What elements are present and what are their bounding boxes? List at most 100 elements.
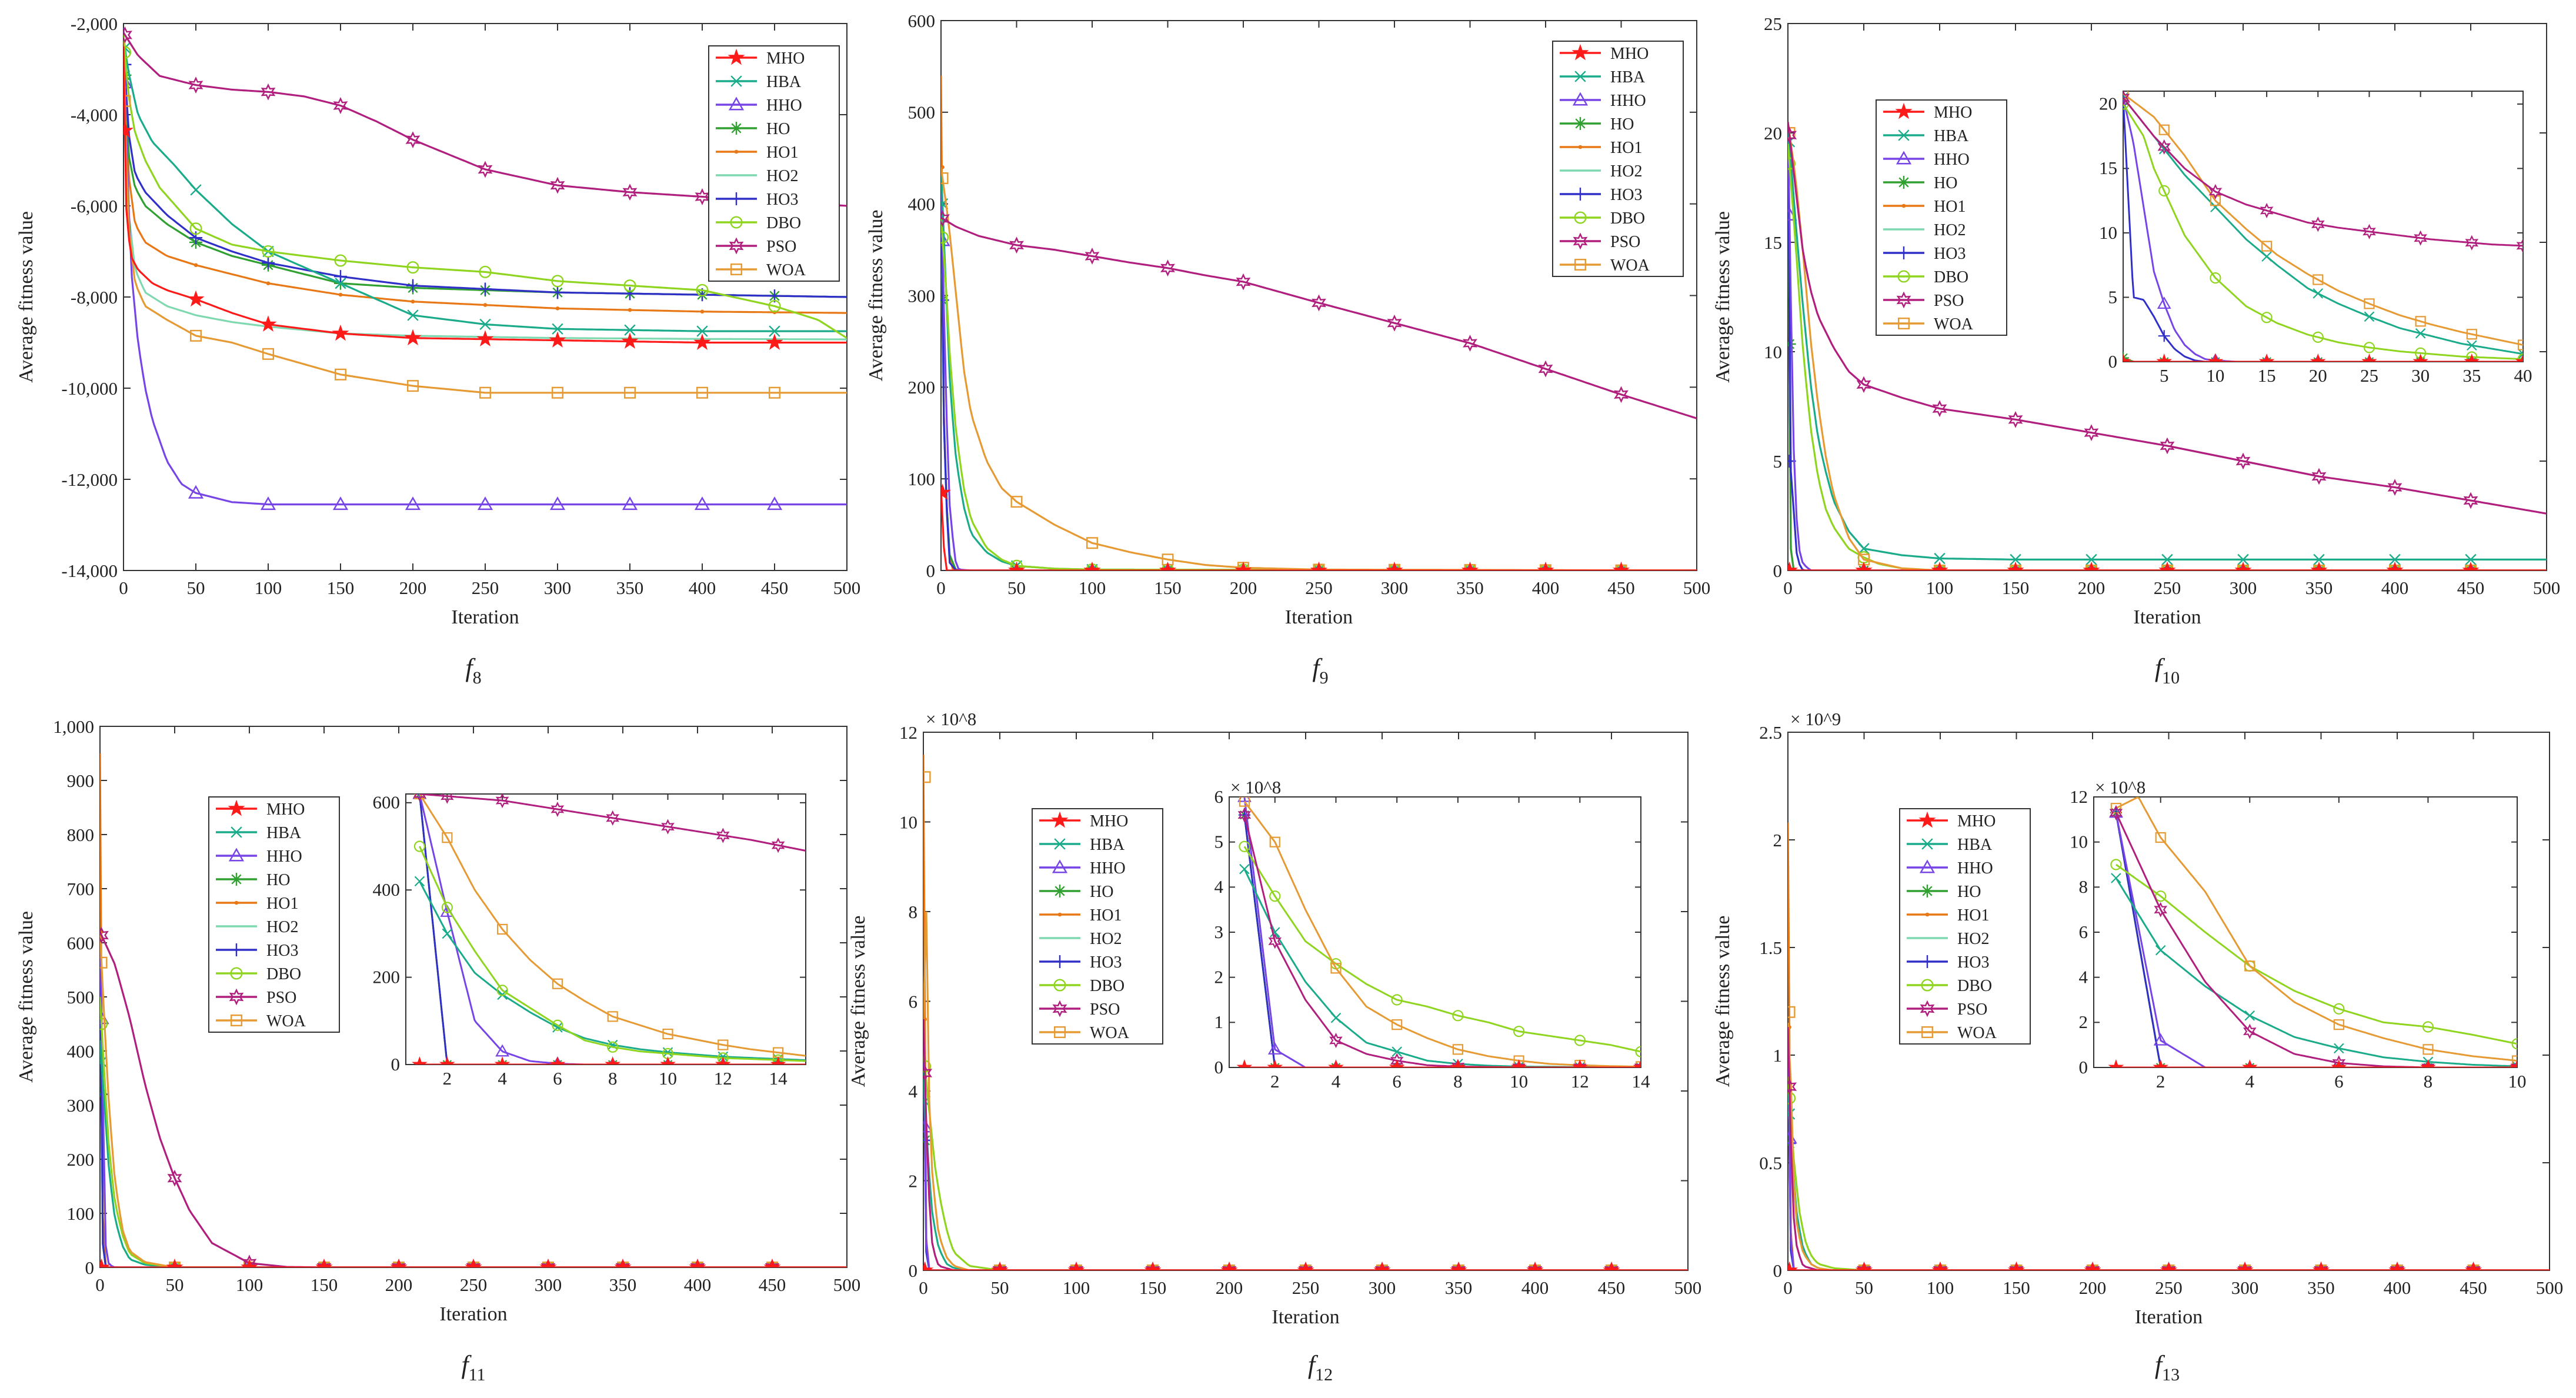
data-point: [442, 928, 453, 939]
data-point: [1452, 1010, 1464, 1022]
marker-shape: [2083, 561, 2100, 570]
series-mho: [412, 1056, 806, 1065]
marker-shape: [1898, 129, 1910, 141]
data-point: [1614, 386, 1629, 403]
legend-marker: [1921, 979, 1934, 992]
x-tick-label: 150: [2002, 578, 2030, 598]
marker-shape: [405, 131, 421, 149]
legend-label: WOA: [1610, 256, 1650, 275]
series-mho: [1788, 1261, 2550, 1270]
x-tick-label: 150: [2003, 1277, 2030, 1298]
y-tick-label: 6: [909, 991, 918, 1012]
marker-shape: [606, 810, 619, 826]
marker-shape: [730, 216, 743, 229]
data-point: [550, 801, 565, 818]
data-point: [1009, 236, 1024, 254]
marker-shape: [230, 873, 243, 886]
marker-shape: [1234, 561, 1252, 570]
chart-panel-4: 0 50 100 150 200 250 300 350 400 450 5000100200300…: [15, 716, 860, 1384]
legend-label: HO3: [266, 942, 298, 960]
series-line-pso: [1243, 815, 1641, 1067]
legend-label: HBA: [1934, 127, 1969, 145]
legend-entry-hho: HHO: [1907, 859, 1993, 877]
marker-shape: [2466, 1262, 2481, 1270]
legend-marker: [1054, 838, 1066, 850]
data-point: [2390, 1262, 2405, 1270]
series-line-woa: [1788, 122, 2547, 570]
series-line-pso: [419, 794, 806, 852]
data-point: [2123, 91, 2129, 99]
marker-shape: [479, 282, 492, 296]
marker-shape: [1236, 1059, 1253, 1067]
data-point: [539, 1258, 557, 1267]
data-point: [628, 308, 632, 312]
marker-shape: [187, 290, 205, 307]
legend-label: MHO: [766, 49, 805, 68]
marker-shape: [441, 794, 454, 804]
legend-marker: [230, 1014, 243, 1027]
data-point: [549, 1056, 566, 1065]
marker-shape: [1896, 291, 1911, 309]
marker-shape: [716, 828, 730, 843]
data-point: [479, 318, 491, 331]
marker-shape: [188, 76, 203, 94]
marker-shape: [689, 1258, 706, 1267]
marker-shape: [1312, 294, 1326, 312]
marker-shape: [1612, 561, 1630, 570]
marker-shape: [1052, 1000, 1067, 1017]
y-tick-label: 0: [926, 560, 936, 581]
data-point: [466, 1259, 481, 1267]
marker-shape: [1083, 561, 1101, 570]
legend-marker: [1574, 188, 1587, 201]
inset-frame: [405, 793, 806, 1065]
legend-entry-ho1: HO1: [216, 895, 298, 913]
data-point: [941, 483, 952, 500]
data-point: [2310, 353, 2326, 362]
x-tick-label: 150: [327, 578, 355, 598]
legend-marker: [1897, 270, 1910, 283]
marker-shape: [494, 1056, 510, 1065]
data-point: [2109, 805, 2123, 820]
legend-entry-dbo: DBO: [1907, 977, 1992, 995]
data-point: [1788, 1006, 1796, 1018]
data-point: [124, 46, 132, 59]
x-tick-label: 2: [443, 1068, 452, 1089]
marker-shape: [696, 386, 709, 399]
x-axis-label: Iteration: [451, 606, 519, 628]
x-tick-label: 250: [1292, 1277, 1320, 1298]
series-line-hba: [2115, 877, 2517, 1067]
y-axis-label: Average fitness value: [847, 915, 869, 1087]
data-point: [1538, 360, 1553, 378]
data-point: [552, 978, 563, 989]
marker-shape: [479, 386, 492, 399]
marker-shape: [412, 1056, 428, 1065]
y-tick-label: 8: [2079, 876, 2088, 897]
marker-shape: [1921, 885, 1934, 897]
x-tick-label: 250: [2154, 578, 2181, 598]
data-point: [1392, 1046, 1402, 1057]
marker-shape: [1239, 863, 1250, 875]
caption-subscript: 10: [2162, 668, 2180, 688]
data-point: [2007, 1261, 2026, 1270]
data-point: [614, 1258, 632, 1267]
marker-shape: [1051, 811, 1069, 828]
series-pso: [2123, 91, 2523, 253]
marker-shape: [2158, 330, 2170, 342]
data-point: [413, 840, 426, 852]
marker-shape: [941, 172, 949, 185]
marker-shape: [1925, 912, 1930, 917]
data-point: [1312, 294, 1326, 312]
data-point: [552, 323, 563, 335]
marker-shape: [190, 184, 202, 196]
marker-shape: [2313, 553, 2325, 566]
data-point: [2110, 859, 2122, 870]
data-point: [494, 1056, 510, 1065]
marker-shape: [2516, 238, 2523, 253]
marker-shape: [1934, 552, 1946, 565]
series-mho: [2123, 353, 2523, 362]
data-point: [477, 496, 493, 511]
marker-shape: [167, 1169, 182, 1187]
marker-shape: [335, 278, 346, 289]
data-point: [700, 309, 705, 314]
